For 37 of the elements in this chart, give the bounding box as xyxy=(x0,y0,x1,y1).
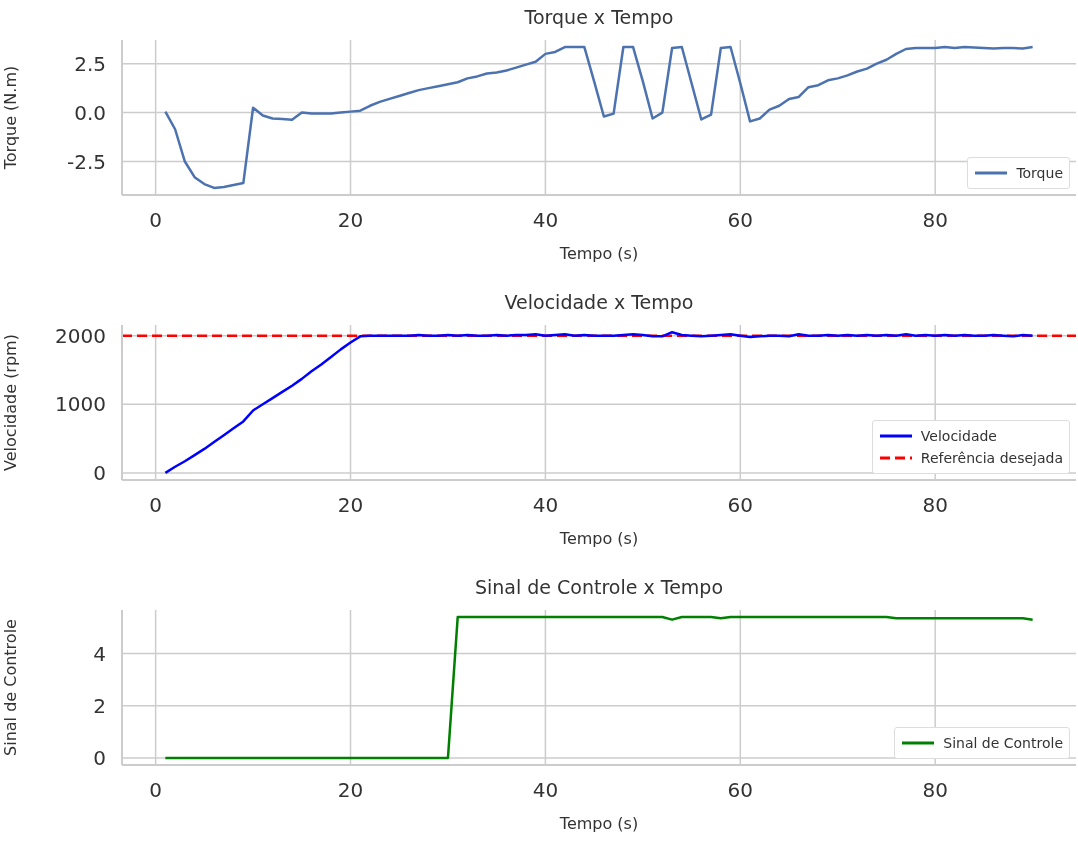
x-tick-label: 40 xyxy=(532,493,559,518)
y-axis-title: Velocidade (rpm) xyxy=(0,334,20,471)
x-tick-label: 80 xyxy=(922,493,948,518)
chart-title: Torque x Tempo xyxy=(523,6,675,28)
y-tick-label: -2.5 xyxy=(66,149,106,174)
chart-title: Sinal de Controle x Tempo xyxy=(473,576,725,598)
x-tick-label: 20 xyxy=(337,493,364,518)
y-tick-label: 0 xyxy=(93,461,106,486)
y-tick-label: 1000 xyxy=(55,392,106,417)
y-tick-label: 2.5 xyxy=(74,51,106,76)
x-tick-label: 60 xyxy=(727,208,754,233)
x-tick-label: 0 xyxy=(149,778,162,803)
legend-label: Referência desejada xyxy=(920,450,1063,466)
x-tick-label: 0 xyxy=(149,208,162,233)
x-tick-label: 20 xyxy=(337,208,364,233)
x-tick-label: 20 xyxy=(337,778,364,803)
legend-label: Sinal de Controle xyxy=(943,735,1063,751)
x-tick-label: 80 xyxy=(922,208,948,233)
y-tick-label: 0 xyxy=(93,746,106,771)
x-tick-label: 60 xyxy=(727,493,754,518)
x-axis-title: Tempo (s) xyxy=(558,814,639,833)
y-tick-label: 2000 xyxy=(55,323,106,348)
x-tick-label: 0 xyxy=(149,493,162,518)
x-axis-title: Tempo (s) xyxy=(558,529,639,548)
x-tick-label: 60 xyxy=(727,778,754,803)
x-tick-label: 40 xyxy=(532,778,559,803)
legend-label: Torque xyxy=(1016,165,1063,181)
x-axis-title: Tempo (s) xyxy=(558,244,639,263)
y-axis-title: Sinal de Controle xyxy=(0,619,20,756)
x-tick-label: 40 xyxy=(532,208,559,233)
y-tick-label: 0.0 xyxy=(74,100,106,125)
y-tick-label: 2 xyxy=(93,693,106,718)
chart-title: Velocidade x Tempo xyxy=(503,291,695,313)
x-tick-label: 80 xyxy=(922,778,948,803)
legend-label: Velocidade xyxy=(920,428,997,444)
y-axis-title: Torque (N.m) xyxy=(0,65,20,171)
y-tick-label: 4 xyxy=(93,641,106,666)
